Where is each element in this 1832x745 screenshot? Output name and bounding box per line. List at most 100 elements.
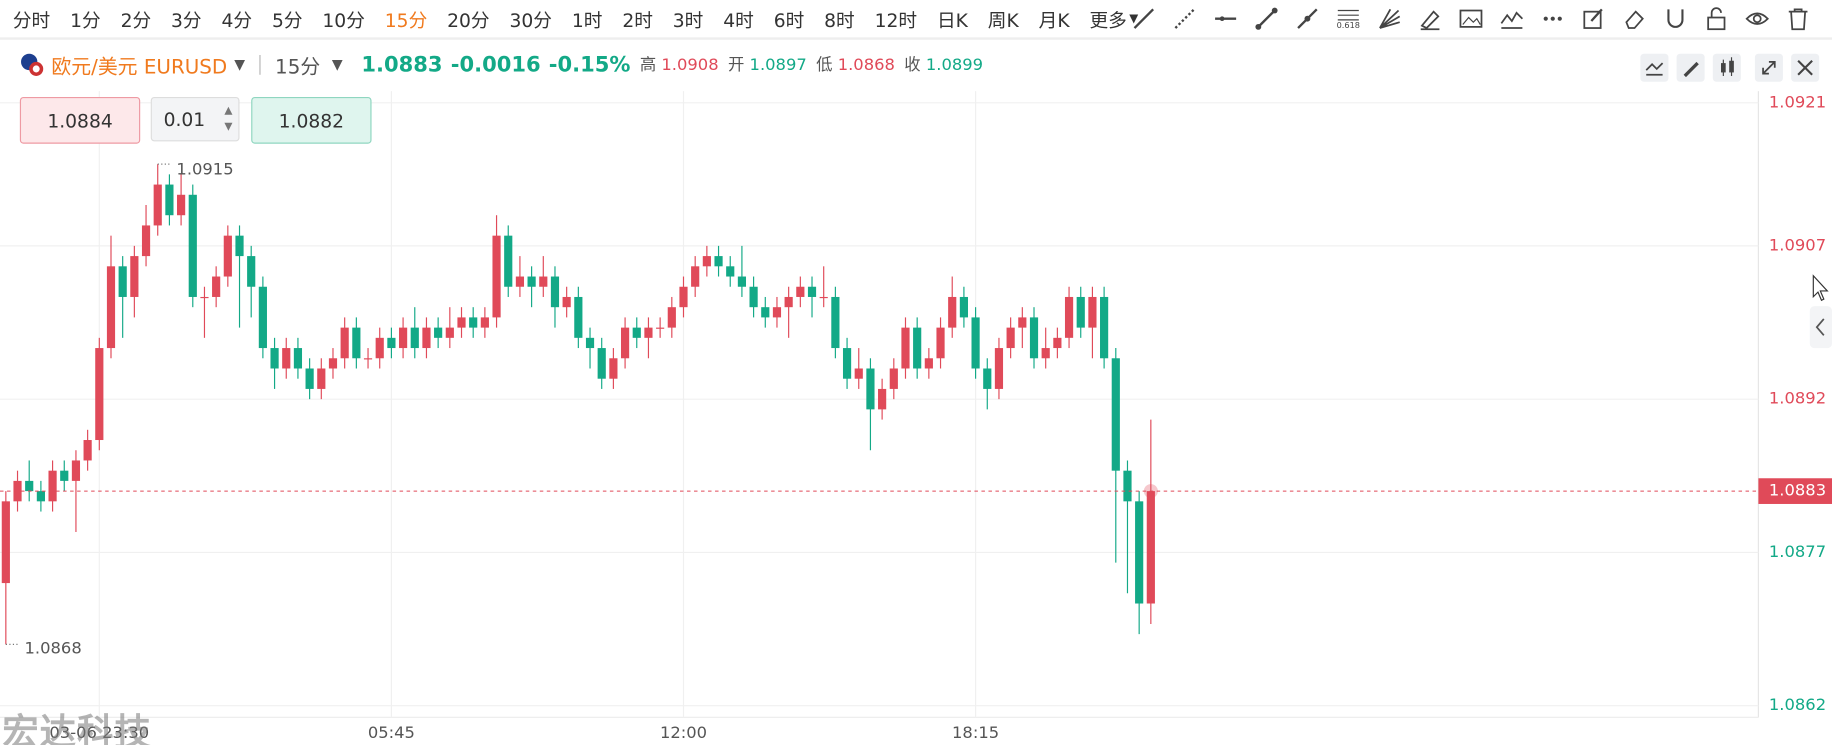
timeframe[interactable]: 15分 [275,55,321,79]
candle-body [95,348,104,441]
buy-button[interactable]: 1.0882 [251,96,372,144]
candle-body [25,480,34,492]
btn-expand[interactable] [1754,53,1783,82]
symbol[interactable]: 欧元/美元 EURUSD [51,55,228,79]
interval[interactable]: 6时 [773,9,805,32]
candle-body [644,327,653,338]
interval[interactable]: 2时 [622,9,653,32]
interval[interactable]: 4分 [221,9,253,32]
interval[interactable]: 日K [936,9,968,32]
interval[interactable]: 3时 [672,9,704,32]
tool-eye[interactable] [1744,6,1770,32]
interval[interactable]: 月K [1038,9,1070,32]
x-tick-label: 18:15 [952,723,999,742]
change-pct: -0.15% [548,51,631,77]
tool-ray[interactable] [1131,6,1157,32]
candle-body [340,327,349,359]
candle-body [620,327,630,359]
tool-segment[interactable] [1254,6,1280,32]
tool-magnet[interactable] [1663,6,1689,32]
candle-body [1076,296,1085,328]
stat: 开 1.0897 [728,56,807,75]
candle-body [1100,296,1109,359]
interval[interactable]: 1时 [571,9,603,32]
tool-lock[interactable] [1703,6,1729,32]
candle-body [165,184,174,216]
tool-trash[interactable] [1785,6,1811,32]
btn-close[interactable] [1791,53,1820,82]
tool-line[interactable] [1295,6,1321,32]
candle-body [469,317,478,328]
candle-body [901,327,910,369]
candle-body [761,307,770,318]
separator: | [256,52,264,76]
interval[interactable]: 1分 [70,9,101,32]
sell-button[interactable]: 1.0884 [19,96,141,144]
interval[interactable]: 分时 [12,9,51,32]
candle-body [936,327,945,359]
tool-fib[interactable]: 0.618 [1335,6,1361,32]
candle-body [784,296,793,308]
tool-more[interactable] [1540,6,1566,32]
tool-image[interactable] [1458,6,1484,32]
interval[interactable]: 10分 [322,9,365,32]
candle-body [387,337,396,349]
candle-body [574,296,583,338]
candle-body [854,368,863,379]
interval[interactable]: 8时 [824,9,855,32]
candle-body [889,368,898,389]
candle-body [188,194,197,297]
btn-draw[interactable] [1676,53,1705,82]
candle-body [1135,501,1144,604]
interval[interactable]: 30分 [509,9,553,32]
candle-body [749,286,758,308]
candle-body [258,286,267,349]
last-price-glow [1143,484,1158,499]
last-price-box [1758,478,1832,504]
caret: ▼ [1129,12,1139,26]
candle-body [71,460,81,481]
spinner[interactable]: ▲ ▼ [224,105,233,134]
candle-body [1053,337,1062,349]
candle-body [772,307,782,318]
interval[interactable]: 12时 [874,9,918,32]
tool-dashed[interactable] [1172,6,1198,32]
btn-indicator[interactable] [1640,53,1669,82]
tool-edit[interactable] [1581,6,1607,32]
interval[interactable]: 20分 [447,9,490,32]
interval[interactable]: 2分 [120,9,152,32]
candle-body [866,368,875,410]
candle-body [293,348,303,369]
dropdown-caret[interactable]: ▼ [331,56,343,73]
tool-eraser[interactable] [1622,6,1648,32]
y-tick-label: 1.0907 [1769,235,1826,254]
lot-input[interactable]: 0.01 ▲ ▼ [150,96,240,142]
stat-label: 低 [816,56,833,75]
y-tick-label: 1.0921 [1769,92,1826,111]
max-label: 1.0915 [176,159,233,178]
interval[interactable]: 周K [987,9,1019,32]
candle-body [223,235,232,277]
candle-body [410,327,419,349]
stat-value: 1.0899 [925,56,984,75]
tool-hline[interactable] [1213,6,1239,32]
tool-brush[interactable] [1417,6,1443,32]
side-tab[interactable] [1809,306,1832,349]
interval[interactable]: 5分 [271,9,303,32]
tool-fan[interactable] [1376,6,1402,32]
candle-body [48,470,57,502]
drawing-tools: 0.618 [1131,0,1832,37]
tool-wave[interactable] [1499,6,1525,32]
btn-candle[interactable] [1712,53,1741,82]
interval[interactable]: 15分 [384,9,428,32]
interval[interactable]: 3分 [171,9,202,32]
interval[interactable]: 4时 [723,9,754,32]
dropdown-caret[interactable]: ▼ [234,56,245,73]
candle-body [983,368,992,389]
candle-body [282,348,291,369]
stat-value: 1.0908 [661,56,719,75]
interval[interactable]: 更多 [1089,9,1127,32]
candle-body [831,296,840,349]
candle-body [994,348,1004,389]
